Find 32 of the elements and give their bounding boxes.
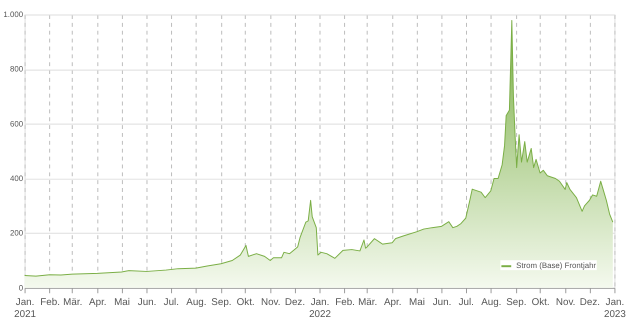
x-tick-label: Mai (409, 297, 425, 308)
x-tick-label: Jul. (164, 297, 179, 308)
x-tick-label: Mär. (358, 297, 378, 308)
x-tick-label: Sep. (211, 297, 232, 308)
y-tick-label: 800 (10, 64, 24, 74)
x-tick-label: Jan. 2022 (309, 297, 331, 320)
x-tick-label: Jan. 2021 (14, 297, 36, 320)
x-tick-label: Feb. (40, 297, 60, 308)
x-tick-label: Dez. (580, 297, 600, 308)
x-tick-label: Sep. (506, 297, 526, 308)
x-tick-label: Mär. (63, 297, 82, 308)
x-tick-label: Aug. (481, 297, 502, 308)
x-tick-label: Feb. (335, 297, 355, 308)
y-tick-label: 1.000 (3, 10, 24, 19)
x-tick-label: Nov. (260, 297, 280, 308)
x-tick-label: Okt. (236, 297, 255, 308)
y-tick-label: 600 (10, 119, 24, 128)
x-tick-label: Okt. (532, 297, 550, 308)
x-tick-label: Jan. 2023 (604, 297, 626, 320)
x-tick-label: Jul. (458, 297, 474, 308)
y-tick-label: 200 (10, 228, 24, 238)
x-tick-label: Jun. (432, 297, 452, 308)
x-tick-label: Dez. (284, 297, 306, 308)
x-tick-label: Jun. (138, 297, 156, 308)
x-tick-label: Mai (114, 297, 130, 308)
x-tick-label: Aug. (186, 297, 206, 308)
x-tick-label: Apr. (384, 297, 402, 308)
x-tick-label: Apr. (89, 297, 107, 308)
y-tick-label: 0 (18, 283, 24, 292)
legend-label: Strom (Base) Frontjahr (516, 261, 596, 270)
x-tick-label: Nov. (556, 297, 576, 308)
y-tick-label: 400 (10, 174, 24, 183)
